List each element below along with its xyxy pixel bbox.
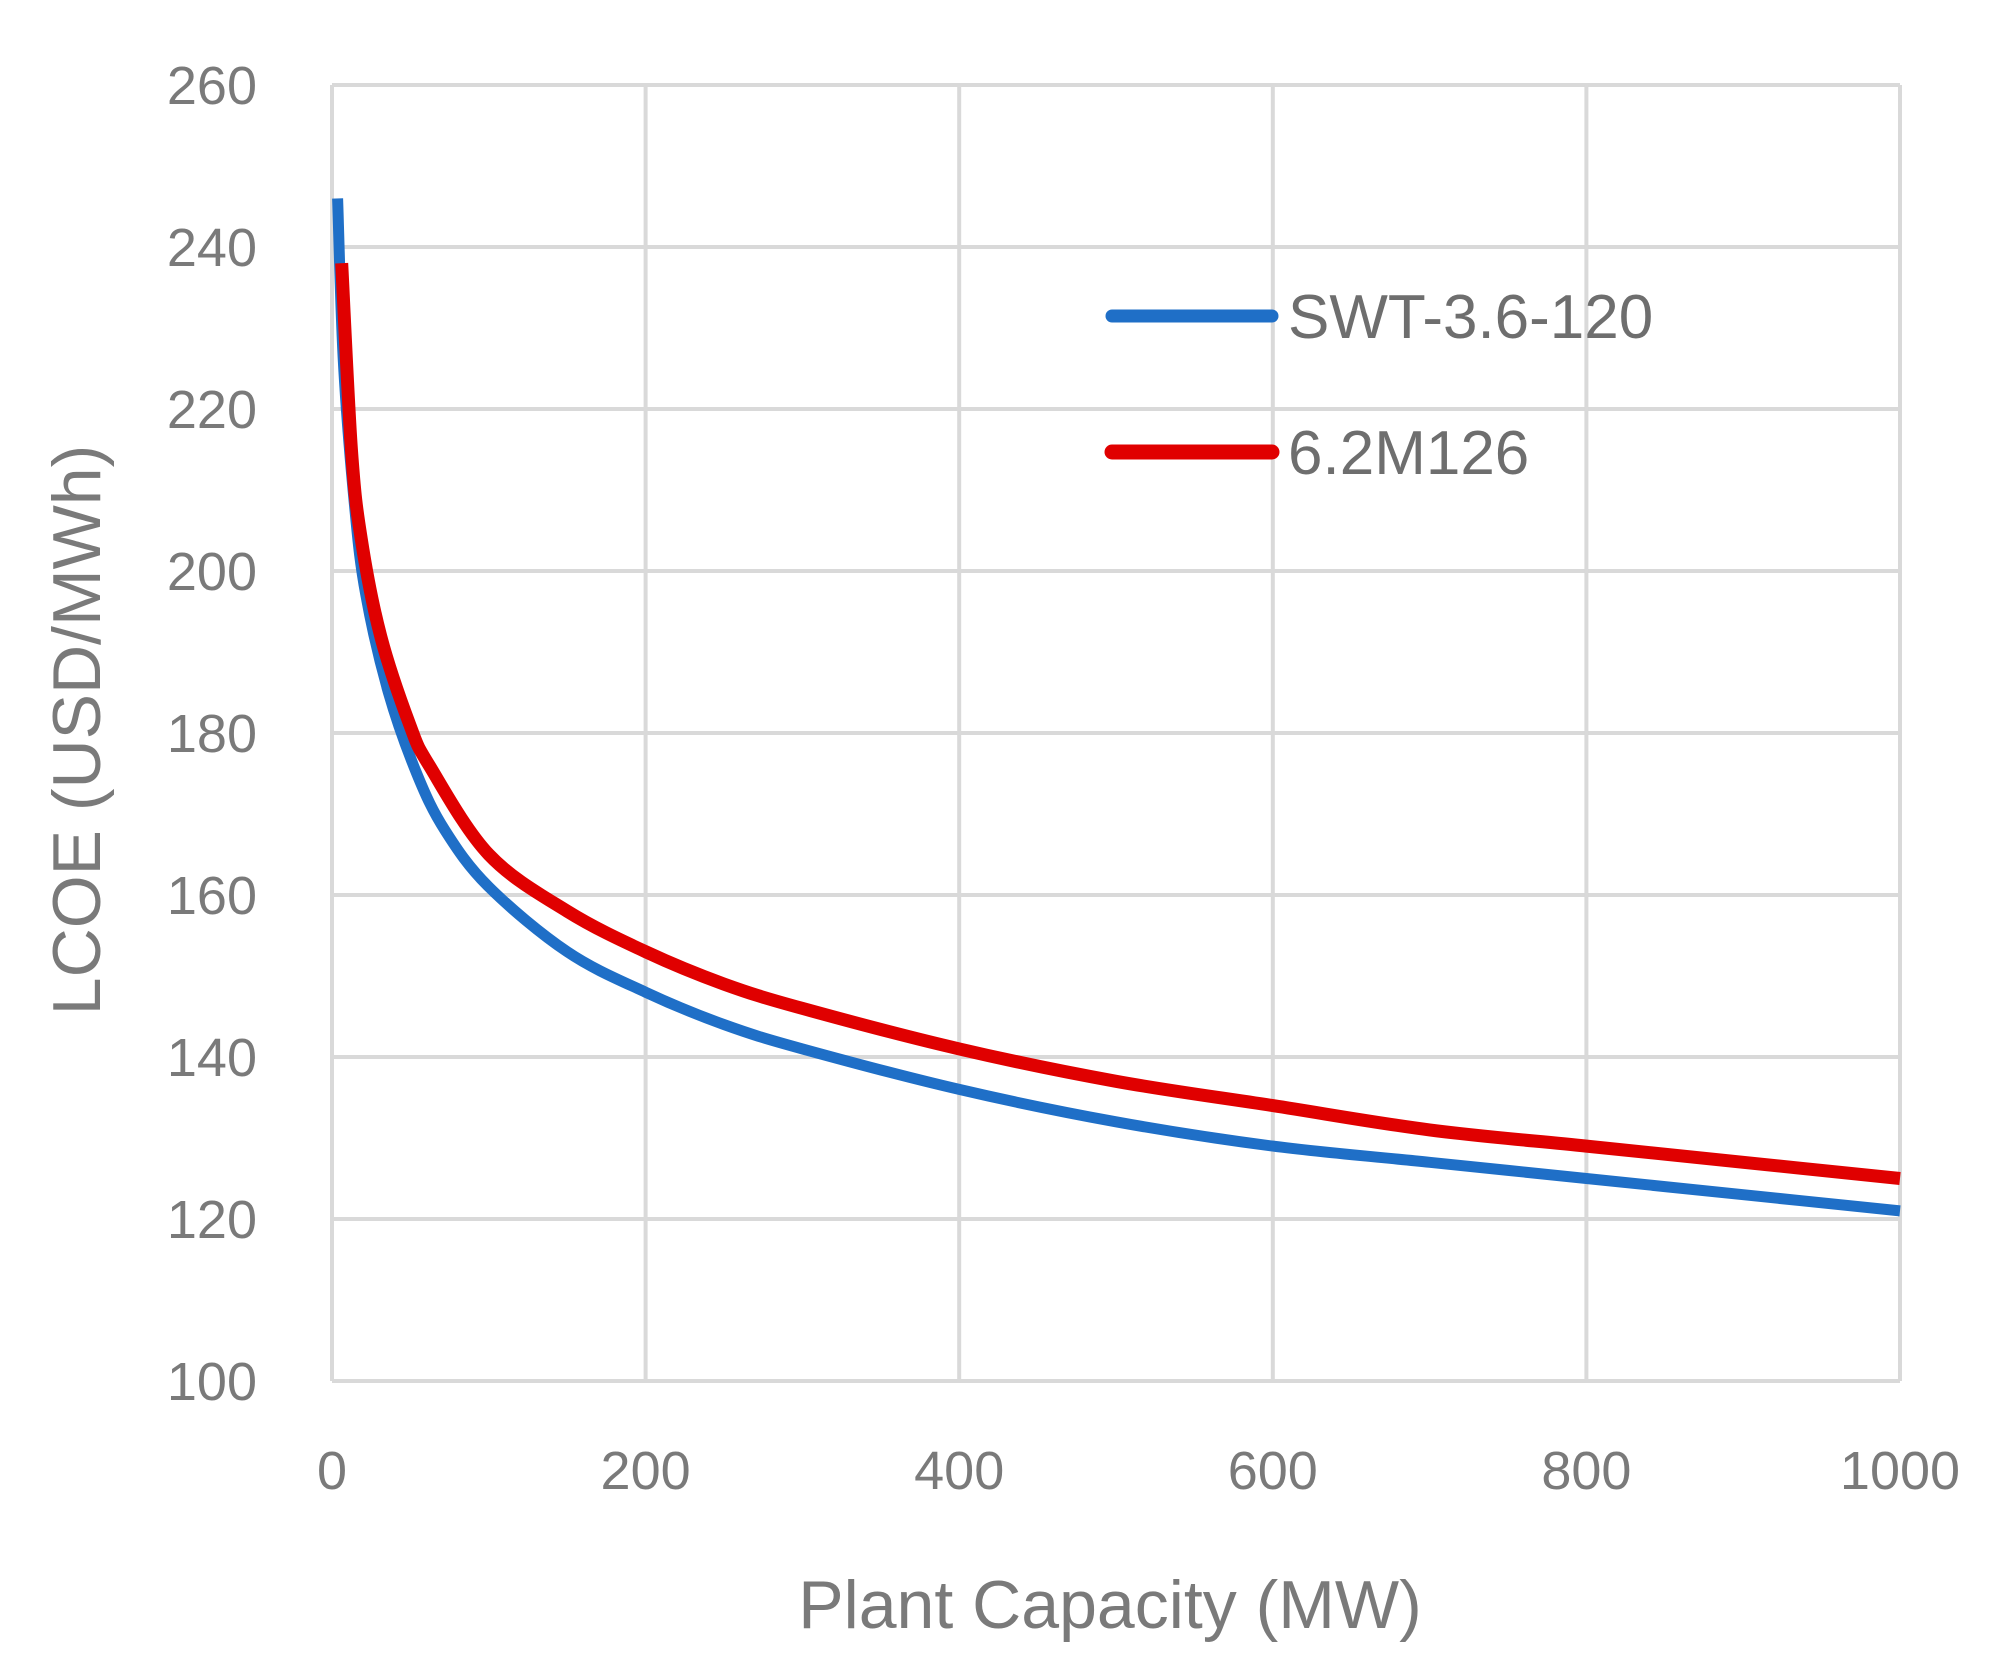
series-line-6-2m126 <box>335 262 1901 1185</box>
series-layer <box>332 198 1901 1217</box>
y-axis-title: LCOE (USD/MWh) <box>39 445 115 1015</box>
y-tick-label-200: 200 <box>167 542 257 602</box>
y-tick-label-240: 240 <box>167 218 257 278</box>
y-tick-label-180: 180 <box>167 704 257 764</box>
series-line-swt-3-6-120 <box>332 198 1901 1217</box>
legend-label-6-2m126: 6.2M126 <box>1288 419 1529 488</box>
x-tick-label-600: 600 <box>1228 1441 1318 1501</box>
axis-layer <box>330 85 1900 1383</box>
tick-layer: 100 120 140 160 180 200 220 240 260 0 200 400 600 800… <box>167 56 1960 1501</box>
y-tick-label-260: 260 <box>167 56 257 116</box>
x-tick-label-1000: 1000 <box>1840 1441 1960 1501</box>
y-tick-label-140: 140 <box>167 1028 257 1088</box>
legend: SWT-3.6-120 6.2M126 <box>1104 283 1653 488</box>
y-tick-label-120: 120 <box>167 1190 257 1250</box>
grid-layer <box>332 83 1902 1381</box>
x-tick-label-200: 200 <box>601 1441 691 1501</box>
x-tick-label-400: 400 <box>914 1441 1004 1501</box>
x-axis-title: Plant Capacity (MW) <box>798 1567 1421 1643</box>
y-tick-label-160: 160 <box>167 866 257 926</box>
x-tick-label-0: 0 <box>317 1441 347 1501</box>
y-tick-label-100: 100 <box>167 1352 257 1412</box>
y-tick-label-220: 220 <box>167 380 257 440</box>
x-tick-label-800: 800 <box>1541 1441 1631 1501</box>
legend-label-swt-3-6-120: SWT-3.6-120 <box>1288 283 1653 352</box>
